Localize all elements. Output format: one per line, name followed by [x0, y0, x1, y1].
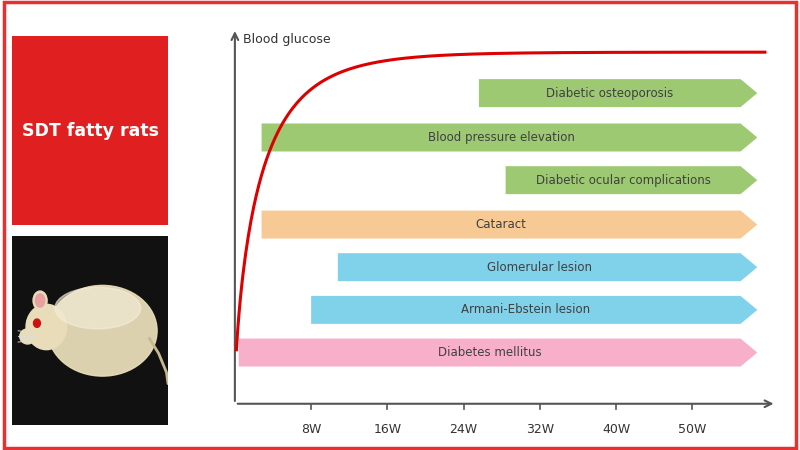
- Ellipse shape: [48, 285, 157, 376]
- Text: Blood glucose: Blood glucose: [242, 33, 330, 46]
- Text: Armani-Ebstein lesion: Armani-Ebstein lesion: [462, 303, 590, 316]
- Polygon shape: [262, 211, 758, 239]
- Polygon shape: [238, 338, 758, 367]
- Text: Cataract: Cataract: [476, 218, 526, 231]
- Text: SDT fatty rats: SDT fatty rats: [22, 122, 158, 140]
- Polygon shape: [479, 79, 758, 107]
- Text: Blood pressure elevation: Blood pressure elevation: [428, 131, 574, 144]
- Ellipse shape: [33, 291, 47, 310]
- Circle shape: [34, 319, 40, 327]
- Polygon shape: [338, 253, 758, 281]
- Polygon shape: [311, 296, 758, 324]
- Text: 8W: 8W: [301, 423, 322, 436]
- Text: 50W: 50W: [678, 423, 706, 436]
- Text: Diabetic osteoporosis: Diabetic osteoporosis: [546, 86, 674, 99]
- Text: 40W: 40W: [602, 423, 630, 436]
- Text: 32W: 32W: [526, 423, 554, 436]
- Ellipse shape: [35, 294, 45, 307]
- Text: 24W: 24W: [450, 423, 478, 436]
- Ellipse shape: [55, 287, 141, 329]
- Text: Diabetes mellitus: Diabetes mellitus: [438, 346, 542, 359]
- Polygon shape: [262, 123, 758, 152]
- FancyBboxPatch shape: [7, 30, 173, 231]
- Text: Diabetic ocular complications: Diabetic ocular complications: [536, 174, 710, 187]
- Ellipse shape: [20, 329, 35, 344]
- Text: 16W: 16W: [374, 423, 402, 436]
- FancyBboxPatch shape: [7, 230, 173, 431]
- Ellipse shape: [26, 304, 66, 350]
- Text: Glomerular lesion: Glomerular lesion: [486, 261, 592, 274]
- Polygon shape: [506, 166, 758, 194]
